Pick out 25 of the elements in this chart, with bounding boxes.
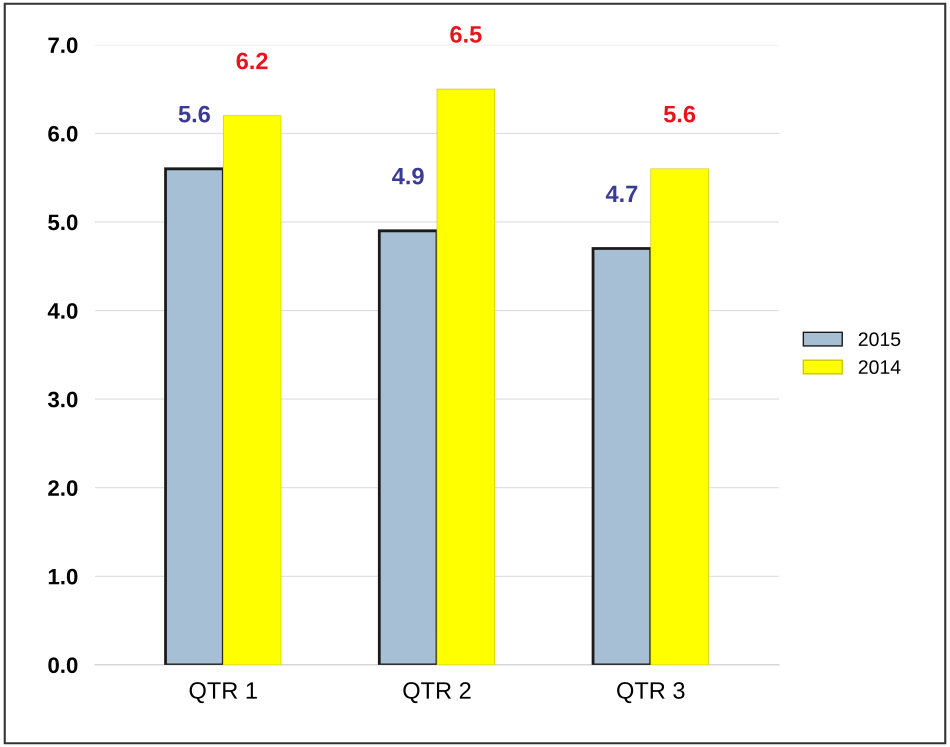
bar bbox=[436, 88, 496, 665]
y-tick-label: 7.0 bbox=[48, 37, 78, 54]
data-label: 4.9 bbox=[392, 168, 424, 184]
x-tick-label: QTR 1 bbox=[190, 682, 257, 704]
y-tick-label: 5.0 bbox=[48, 214, 78, 230]
bar bbox=[222, 115, 282, 665]
data-label: 6.5 bbox=[450, 26, 482, 43]
x-tick-label: QTR 2 bbox=[403, 682, 471, 704]
y-tick-label: 2.0 bbox=[48, 480, 78, 496]
data-label: 4.7 bbox=[606, 186, 638, 202]
bar bbox=[378, 229, 438, 665]
legend-label: 2015 bbox=[858, 332, 900, 346]
y-tick-label: 0.0 bbox=[48, 657, 78, 674]
bar bbox=[592, 247, 652, 665]
bar bbox=[650, 168, 709, 665]
y-tick-label: 3.0 bbox=[48, 392, 78, 408]
data-label: 5.6 bbox=[664, 106, 696, 122]
data-label: 6.2 bbox=[236, 52, 268, 70]
y-tick-label: 6.0 bbox=[48, 126, 78, 142]
y-tick-label: 4.0 bbox=[48, 303, 78, 319]
legend-label: 2014 bbox=[858, 360, 900, 374]
bar bbox=[164, 167, 225, 665]
y-tick-label: 1.0 bbox=[48, 568, 78, 585]
data-label: 5.6 bbox=[178, 106, 210, 122]
x-tick-label: QTR 3 bbox=[617, 682, 684, 704]
